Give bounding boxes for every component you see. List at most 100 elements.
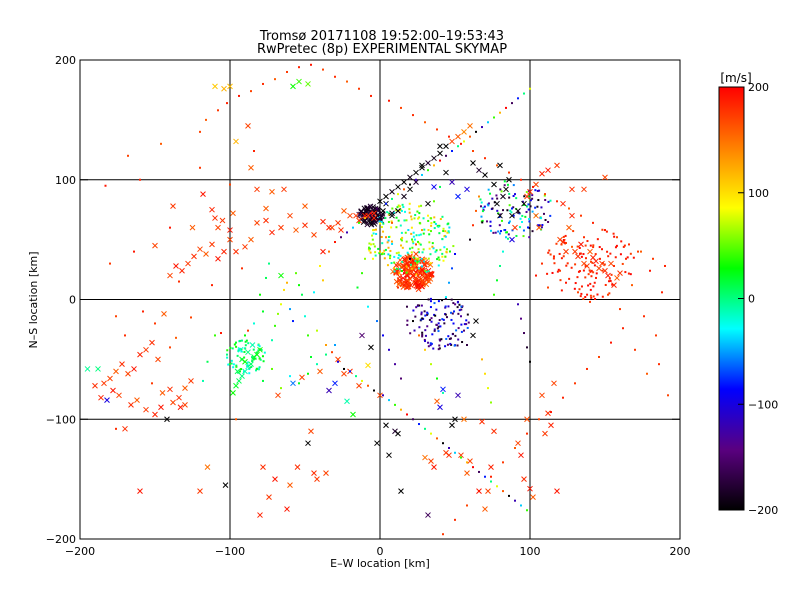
data-point-dot (547, 220, 550, 223)
data-point-dot (316, 363, 318, 366)
data-point-dot (556, 200, 558, 203)
data-point-dot (383, 249, 386, 252)
data-point-dot (368, 249, 371, 252)
data-point-x (419, 279, 425, 286)
data-point-dot (578, 270, 581, 273)
data-point-x (356, 211, 363, 218)
data-point-dot (337, 360, 339, 363)
data-point-dot (417, 267, 420, 270)
data-point-dot (436, 437, 438, 440)
data-point-dot (421, 333, 424, 336)
data-point-dot (441, 255, 444, 258)
data-point-dot (492, 231, 495, 234)
data-point-x (317, 368, 323, 375)
data-point-x (431, 464, 437, 471)
data-point-dot (531, 210, 534, 213)
data-point-dot (503, 180, 506, 183)
data-point-dot (408, 208, 411, 211)
data-point-dot (390, 220, 393, 223)
data-point-dot (251, 360, 254, 363)
data-point-dot (343, 367, 345, 370)
data-point-dot (433, 313, 436, 316)
data-point-x (361, 205, 368, 212)
data-point-dot (374, 251, 377, 254)
data-point-dot (415, 257, 418, 260)
data-point-dot (496, 164, 498, 167)
data-point-x (515, 208, 521, 214)
data-point-x (278, 272, 284, 279)
data-point-dot (389, 254, 392, 257)
data-point-dot (226, 349, 229, 352)
data-point-x (227, 83, 233, 90)
data-point-dot (377, 247, 380, 250)
data-point-x (137, 351, 143, 358)
data-point-dot (310, 63, 312, 66)
data-point-dot (262, 82, 264, 85)
data-point-dot (431, 333, 434, 336)
data-point-dot (415, 234, 418, 237)
data-point-x (449, 422, 455, 429)
data-point-dot (427, 345, 430, 348)
data-point-dot (382, 222, 385, 225)
data-point-x (371, 210, 377, 217)
data-point-x (412, 280, 419, 286)
data-point-x (530, 494, 536, 500)
data-point-dot (451, 150, 453, 153)
data-point-dot (227, 363, 230, 366)
data-point-x (377, 215, 383, 221)
data-point-dot (427, 298, 430, 301)
data-point-x (152, 242, 158, 249)
data-point-dot (590, 269, 593, 272)
data-point-dot (390, 262, 393, 265)
data-point-dot (466, 461, 468, 464)
data-point-x (404, 270, 411, 276)
data-point-dot (380, 220, 383, 223)
data-point-dot (603, 263, 606, 266)
data-point-dot (391, 221, 393, 224)
data-point-dot (531, 197, 534, 200)
data-point-dot (547, 286, 549, 289)
data-point-dot (421, 251, 424, 254)
data-point-dot (340, 236, 342, 239)
data-point-dot (608, 277, 611, 280)
data-point-dot (587, 273, 590, 276)
data-point-x (260, 464, 266, 471)
data-point-dot (274, 78, 276, 81)
data-point-dot (251, 356, 254, 359)
data-point-dot (589, 294, 592, 297)
data-point-dot (373, 229, 375, 232)
data-point-dot (400, 244, 403, 247)
data-point-dot (589, 244, 592, 247)
data-point-dot (520, 504, 522, 507)
data-point-dot (376, 207, 378, 210)
data-point-dot (416, 210, 419, 213)
data-point-x (521, 476, 527, 482)
data-point-dot (620, 240, 623, 243)
data-point-x (569, 212, 575, 219)
data-point-dot (364, 217, 366, 220)
data-point-dot (499, 264, 501, 267)
data-point-dot (399, 224, 402, 227)
data-point-dot (382, 394, 384, 397)
data-point-dot (420, 204, 423, 207)
data-point-x (341, 370, 347, 377)
data-point-x (335, 356, 341, 363)
data-point-x (437, 150, 443, 157)
data-point-dot (384, 217, 387, 220)
data-point-dot (381, 242, 384, 245)
data-point-dot (469, 238, 471, 241)
data-point-dot (455, 329, 458, 332)
data-point-x (393, 268, 400, 274)
data-point-dot (613, 264, 615, 267)
data-point-dot (534, 189, 537, 192)
data-point-dot (576, 276, 579, 279)
data-point-dot (592, 271, 595, 274)
data-point-dot (414, 315, 417, 318)
data-point-dot (368, 242, 371, 245)
data-point-dot (604, 283, 607, 286)
data-point-dot (331, 351, 333, 354)
data-point-dot (606, 250, 609, 253)
data-point-dot (252, 348, 255, 351)
data-point-dot (420, 304, 423, 307)
data-point-dot (592, 244, 595, 247)
